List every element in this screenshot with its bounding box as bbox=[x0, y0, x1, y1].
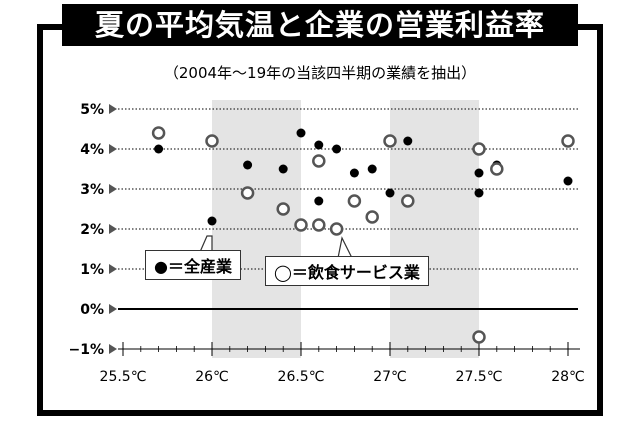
data-point-food-service bbox=[294, 218, 308, 232]
legend-food-service: ◯＝飲食サービス業 bbox=[265, 256, 429, 286]
data-point-all-industries bbox=[278, 164, 288, 174]
y-tick-label: −1% bbox=[69, 342, 105, 358]
data-point-all-industries bbox=[474, 168, 484, 178]
data-point-food-service bbox=[240, 186, 255, 200]
data-point-food-service bbox=[490, 162, 504, 176]
tick-arrow-icon bbox=[109, 304, 117, 314]
data-point-food-service bbox=[472, 330, 486, 344]
data-point-all-industries bbox=[385, 188, 395, 198]
x-tick-label: 25.5℃ bbox=[100, 369, 147, 385]
chart-title: 夏の平均気温と企業の営業利益率 bbox=[62, 4, 578, 46]
data-point-food-service bbox=[312, 218, 326, 232]
data-point-all-industries bbox=[563, 176, 573, 186]
legend-label: ◯＝飲食サービス業 bbox=[274, 263, 420, 282]
data-point-all-industries bbox=[349, 168, 359, 178]
x-tick-label: 27.5℃ bbox=[456, 369, 503, 385]
data-point-food-service bbox=[205, 134, 219, 148]
callout-pointer bbox=[199, 235, 213, 253]
tick-arrow-icon bbox=[109, 224, 117, 234]
y-tick-label: 0% bbox=[80, 302, 104, 318]
callout-pointer bbox=[337, 236, 353, 259]
data-point-all-industries bbox=[403, 136, 413, 146]
data-point-food-service bbox=[383, 134, 397, 148]
tick-arrow-icon bbox=[109, 104, 117, 114]
data-point-food-service bbox=[151, 126, 166, 140]
data-point-all-industries bbox=[474, 188, 484, 198]
x-tick-label: 26.5℃ bbox=[278, 369, 325, 385]
data-point-all-industries bbox=[314, 196, 324, 206]
x-tick-label: 28℃ bbox=[551, 369, 585, 385]
data-point-all-industries bbox=[332, 144, 342, 154]
data-point-food-service bbox=[312, 154, 326, 168]
data-point-all-industries bbox=[207, 216, 217, 226]
tick-arrow-icon bbox=[109, 264, 117, 274]
y-tick-label: 3% bbox=[80, 182, 104, 198]
shaded-band bbox=[212, 100, 301, 358]
data-point-all-industries bbox=[367, 164, 377, 174]
legend-all-industries: ●＝全産業 bbox=[145, 250, 241, 280]
data-point-food-service bbox=[276, 202, 290, 216]
y-tick-label: 4% bbox=[80, 142, 104, 158]
tick-arrow-icon bbox=[109, 144, 117, 154]
data-point-all-industries bbox=[296, 128, 306, 138]
data-point-food-service bbox=[472, 142, 486, 156]
data-point-food-service bbox=[401, 194, 415, 208]
tick-arrow-icon bbox=[109, 184, 117, 194]
legend-label: ●＝全産業 bbox=[154, 257, 232, 276]
data-point-food-service bbox=[561, 134, 575, 148]
x-tick-label: 27℃ bbox=[373, 369, 407, 385]
data-point-food-service bbox=[347, 194, 362, 208]
data-point-all-industries bbox=[243, 160, 253, 170]
y-tick-label: 5% bbox=[80, 102, 104, 118]
y-tick-label: 2% bbox=[80, 222, 104, 238]
tick-arrow-icon bbox=[109, 344, 117, 354]
y-tick-label: 1% bbox=[80, 262, 104, 278]
data-point-all-industries bbox=[314, 140, 324, 150]
data-point-food-service bbox=[365, 210, 379, 224]
x-tick-label: 26℃ bbox=[195, 369, 229, 385]
data-point-all-industries bbox=[154, 144, 164, 154]
data-point-food-service bbox=[329, 222, 344, 236]
chart-subtitle: （2004年～19年の当該四半期の業績を抽出） bbox=[163, 64, 477, 82]
